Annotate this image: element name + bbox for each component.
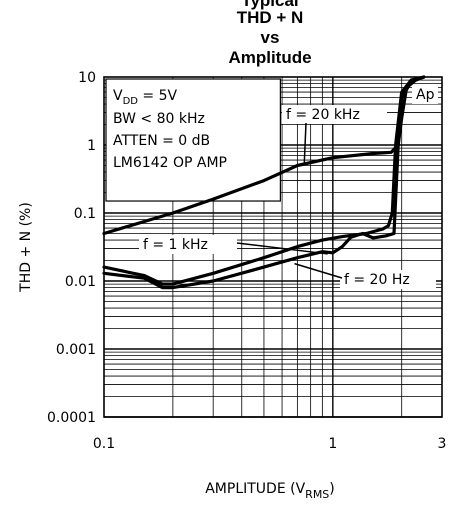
grid — [103, 77, 443, 418]
label-1khz-leader — [236, 242, 328, 255]
label-1khz-background — [139, 235, 237, 254]
condition-part: LM6142 OP AMP — [113, 155, 227, 171]
label-20hz: f = 20 Hz — [344, 272, 410, 288]
label-ap: Ap — [416, 87, 435, 103]
title-line-4: Amplitude — [228, 48, 311, 67]
label-1khz: f = 1 kHz — [143, 237, 208, 253]
condition-vdd-main: V — [113, 88, 123, 104]
conditions-box: VDD = 5V BW < 80 kHz ATTEN = 0 dB LM6142… — [105, 78, 281, 202]
conditions-box-frame — [105, 78, 281, 202]
y-axis-title: THD + N (%) — [18, 202, 34, 293]
x-axis-title-main: AMPLITUDE (V — [205, 481, 305, 497]
title-line-2: THD + N — [237, 8, 304, 27]
y-tick-label: 10 — [78, 70, 96, 86]
plot-border — [103, 76, 443, 418]
label-ap-background — [412, 85, 438, 104]
plot-frame — [103, 76, 443, 418]
x-tick-labels: 0.1 1 3 — [93, 436, 447, 452]
y-tick-label: 1 — [87, 138, 96, 154]
series-line-f-1-khz — [102, 75, 426, 286]
x-tick-label: 3 — [438, 436, 447, 452]
y-tick-label: 0.0001 — [47, 410, 96, 426]
condition-vdd: VDD = 5V — [113, 88, 178, 107]
x-axis-title: AMPLITUDE (VRMS) — [205, 481, 335, 501]
title-line-1: Typical — [241, 0, 298, 10]
x-axis-title-sub: RMS — [305, 488, 329, 501]
label-20khz: f = 20 kHz — [286, 107, 360, 123]
y-tick-labels: 10 1 0.1 0.01 0.001 0.0001 — [47, 70, 96, 426]
condition-vdd-rest: = 5V — [138, 88, 178, 104]
y-tick-label: 0.001 — [56, 342, 96, 358]
condition-atten: ATTEN = 0 dB — [113, 133, 210, 149]
condition-vdd-sub: DD — [123, 96, 139, 107]
label-20hz-leader — [294, 262, 343, 279]
label-20khz-background — [282, 105, 387, 124]
x-axis-title-end: ) — [329, 481, 334, 497]
y-tick-label: 0.1 — [74, 206, 96, 222]
x-tick-label: 1 — [328, 436, 337, 452]
y-tick-label: 0.01 — [65, 274, 96, 290]
label-20hz-background — [340, 270, 436, 289]
label-20khz-leader — [303, 122, 307, 165]
x-tick-label: 0.1 — [93, 436, 115, 452]
annotations: f = 20 kHz f = 1 kHz f = 20 Hz Ap — [139, 85, 438, 289]
condition-bw: BW < 80 kHz — [113, 111, 205, 127]
series-group — [102, 75, 426, 290]
title-line-3: vs — [261, 28, 280, 47]
series-line-f-20-hz — [102, 75, 426, 290]
